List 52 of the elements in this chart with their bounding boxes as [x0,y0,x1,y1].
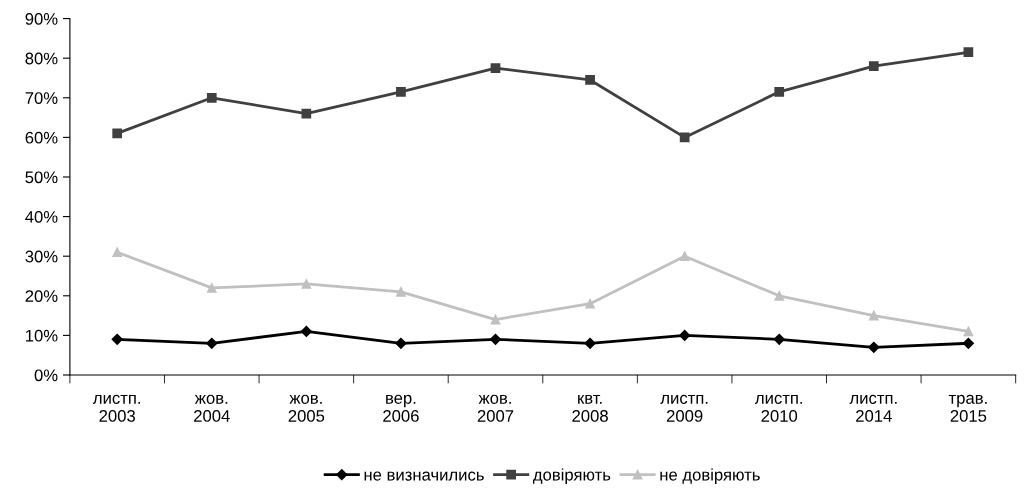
x-tick-label: листп. 2003 [92,394,140,422]
point [868,341,880,353]
point [112,128,123,139]
x-tick-label: квт. 2008 [572,394,608,422]
point [773,333,785,345]
point [774,86,785,97]
point [300,325,312,338]
point [396,286,406,297]
legend-label: не довіряють [660,468,760,484]
point [396,86,406,97]
x-tick-label: листп. 2010 [754,394,803,422]
legend-label: довіряють [532,468,611,484]
x-tick-label: жов. 2007 [477,394,514,422]
point [963,47,974,58]
y-tick-label: 60% [25,131,58,144]
y-tick-label: 30% [25,250,58,263]
point [585,75,595,85]
y-tick-label: 70% [25,92,58,104]
x-tick-label: листп. 2014 [849,394,897,422]
x-tick-label: листп. 2009 [660,394,708,422]
point [868,310,879,321]
point [489,333,502,345]
y-tick-label: 10% [26,329,58,342]
legend-label: не визначились [364,471,484,481]
y-tick-label: 40% [25,210,58,223]
point [584,337,596,349]
point [206,283,217,293]
point [774,290,785,301]
y-tick-label: 80% [25,52,58,65]
point [490,314,501,325]
x-tick-label: вер. 2006 [383,394,419,422]
point [111,333,123,345]
point [206,337,218,349]
x-tick-label: жов. 2005 [288,394,325,422]
point [679,251,690,262]
point [679,329,691,341]
x-tick-label: жов. 2004 [194,394,230,422]
point [112,247,123,258]
point [490,63,501,73]
point [395,337,407,349]
point [679,132,690,143]
point [585,298,595,309]
y-tick-label: 0% [34,369,58,382]
y-tick-label: 20% [25,290,58,302]
point [301,108,312,119]
point [301,279,312,289]
y-tick-label: 90% [25,12,58,25]
point [963,326,974,337]
y-tick-label: 50% [25,171,58,184]
point [868,61,879,71]
point [206,92,217,103]
x-tick-label: трав. 2015 [948,394,987,422]
